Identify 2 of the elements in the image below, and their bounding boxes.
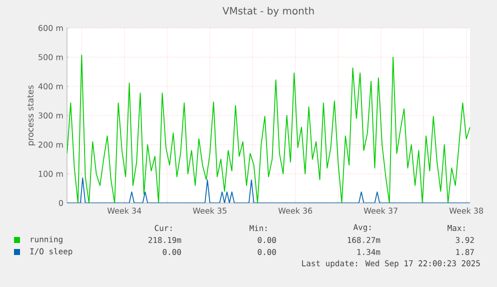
y-axis-title: process states: [27, 85, 36, 146]
chart-title: VMstat - by month: [222, 6, 314, 17]
